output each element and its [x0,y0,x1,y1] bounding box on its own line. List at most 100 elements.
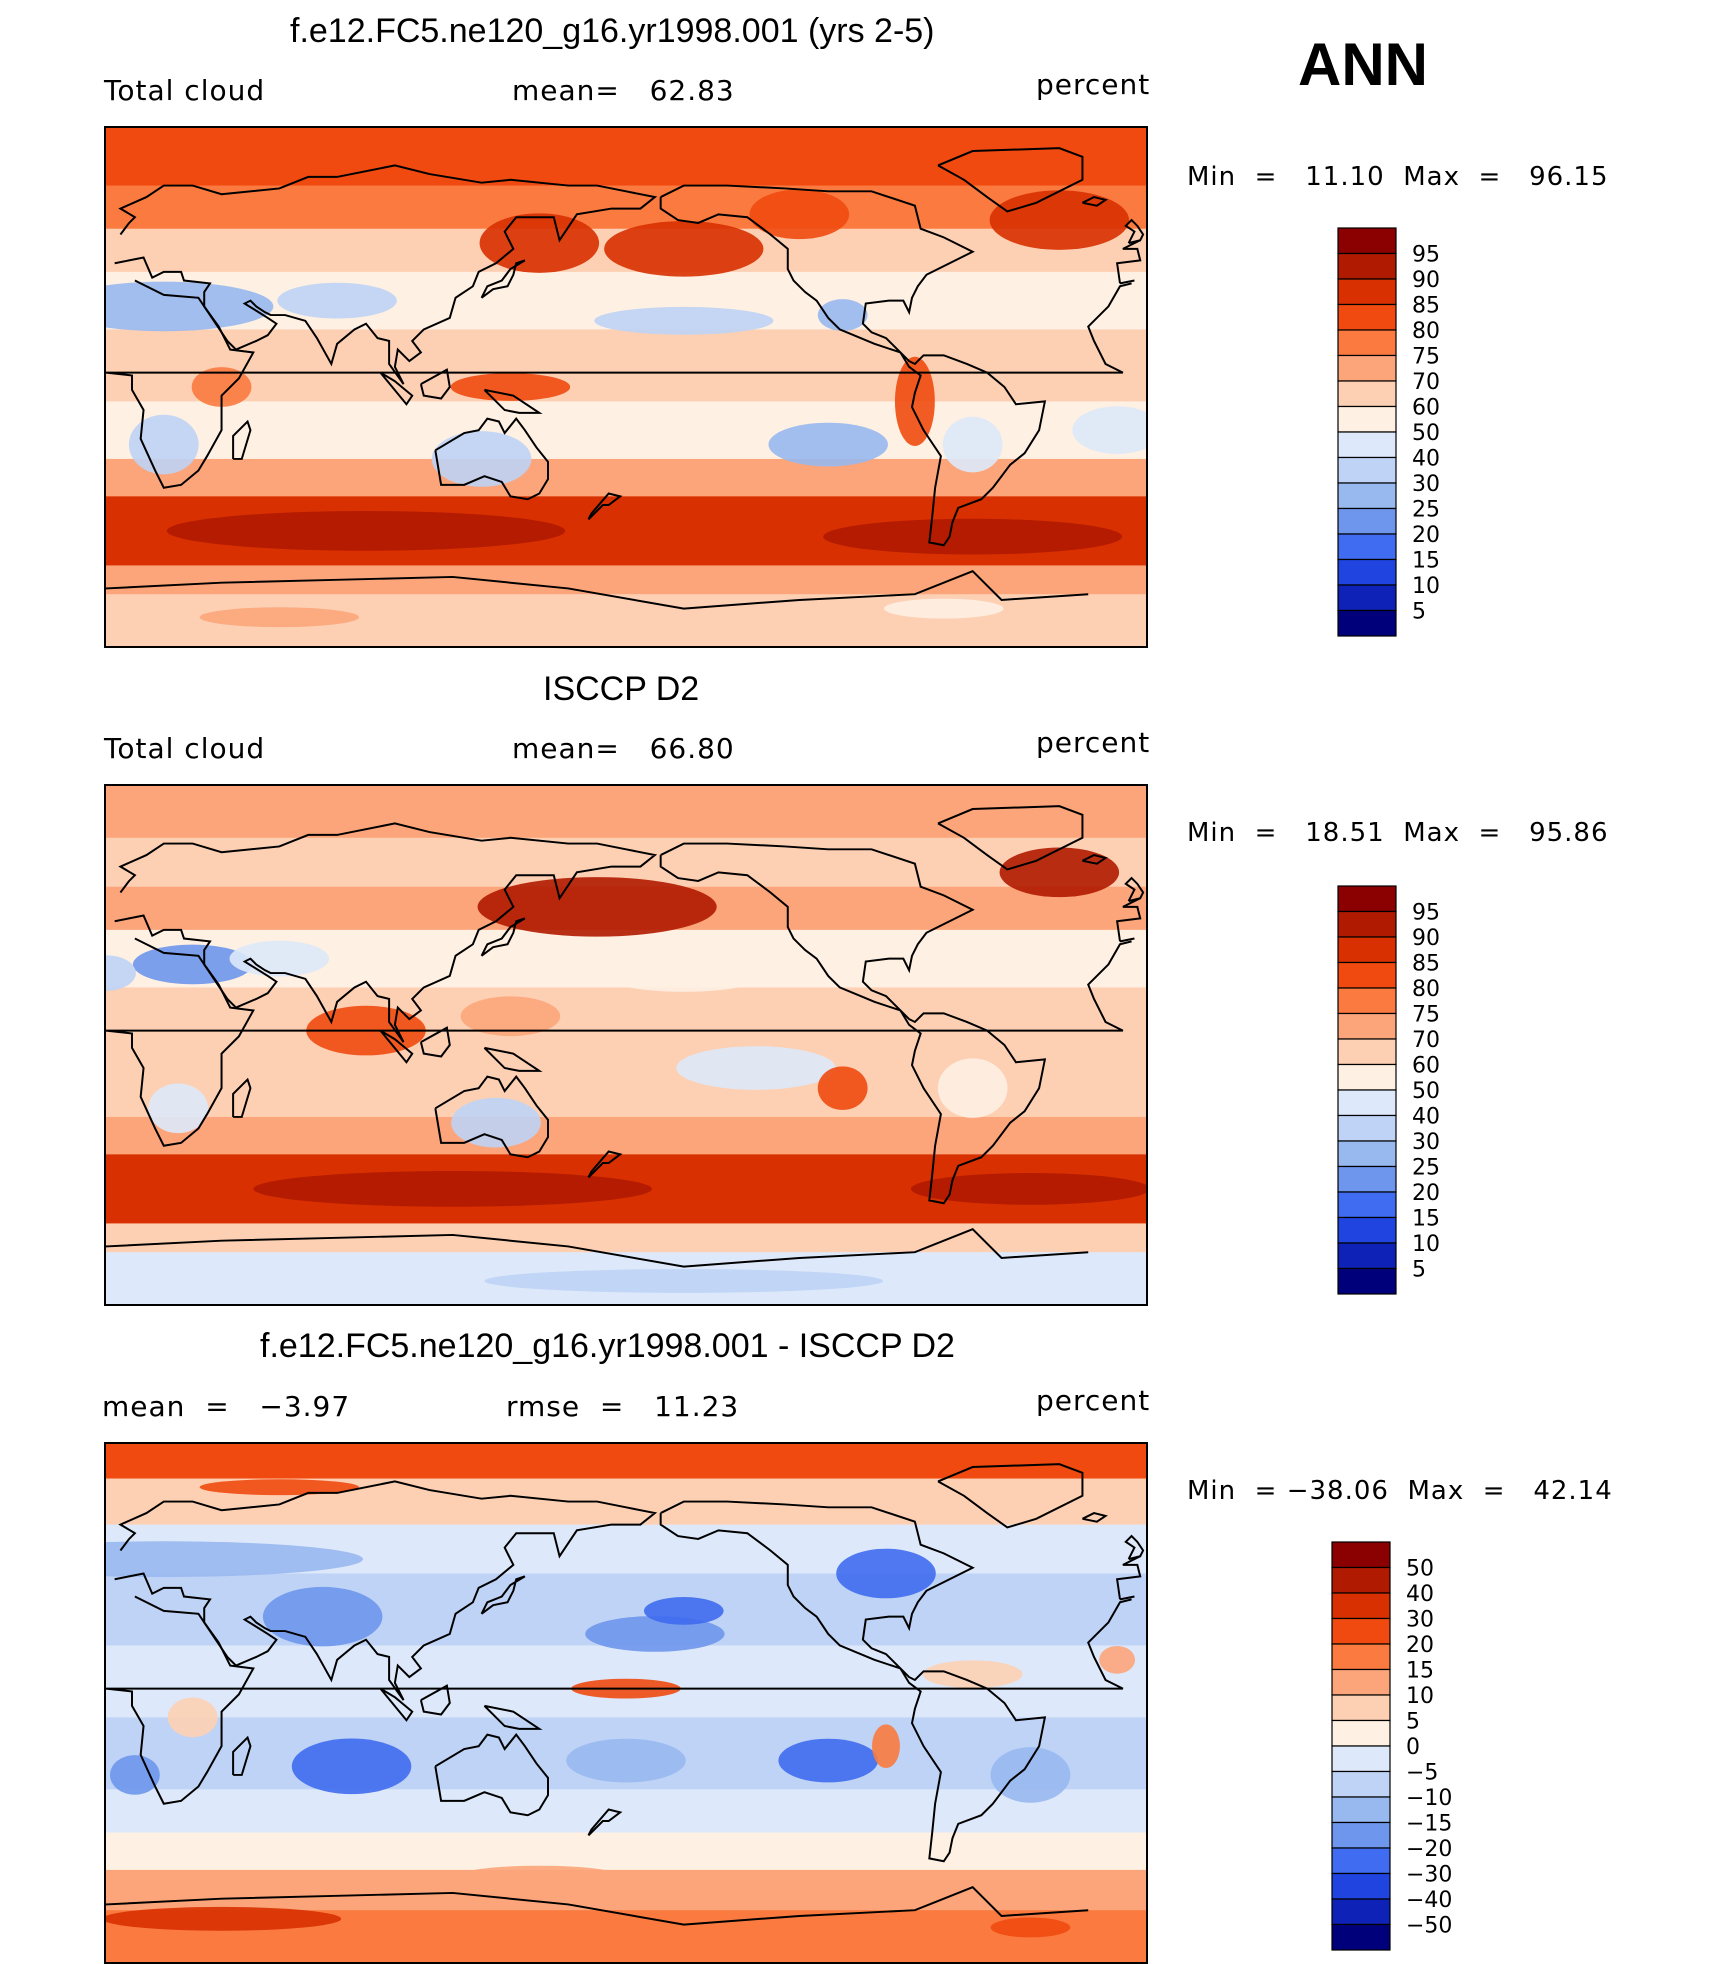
panel-3-colorbar: 50 40 30 20 15 10 5 0 −5 −10 −15 −20 −30 −40 −50 [1331,1541,1452,1961]
colorbar-3-swatch [1331,1796,1391,1824]
colorbar-2-tick-label: 85 [1412,952,1440,977]
colorbar-2-swatch [1337,936,1397,964]
contour-region [166,511,566,551]
colorbar-2-tick-label: 40 [1412,1105,1440,1130]
contour-region [768,422,888,467]
coastline [1124,876,1145,903]
colorbar-3-tick-label: 50 [1406,1557,1434,1582]
colorbar-1-swatch [1337,278,1397,306]
colorbar-3-swatch [1331,1541,1391,1569]
colorbar-2-tick-label: 15 [1412,1207,1440,1232]
coastline [419,368,451,400]
contour-region [990,1747,1071,1803]
colorbar-2-swatch [1337,1267,1397,1295]
colorbar-1-tick-label: 20 [1412,523,1440,548]
panel-3-rmse-label: rmse = 11.23 [506,1390,740,1423]
colorbar-3-swatch [1331,1592,1391,1620]
panel-3-minmax: Min = −38.06 Max = 42.14 [1187,1476,1613,1506]
colorbar-1-tick-label: 15 [1412,549,1440,574]
coastline [434,1733,549,1817]
contour-region [109,1755,160,1795]
latitude-band [106,1444,1146,1480]
panel-3-map [104,1442,1148,1964]
colorbar-1-swatch [1337,405,1397,433]
coastline [232,1077,252,1118]
colorbar-2-tick-label: 25 [1412,1156,1440,1181]
contour-region [817,299,868,331]
coastline [106,1886,1089,1926]
colorbar-3-swatch [1331,1898,1391,1926]
contour-region [106,1541,363,1577]
colorbar-2-swatch [1337,1140,1397,1168]
panel-1-variable-label: Total cloud [104,74,266,107]
colorbar-3-tick-label: 30 [1406,1608,1434,1633]
coastline [480,1575,526,1615]
colorbar-2-swatch [1337,885,1397,913]
coastline [114,822,1142,1043]
contour-region [128,414,199,475]
coastline [587,1150,623,1179]
colorbar-3-swatch [1331,1566,1391,1594]
colorbar-1-swatch [1337,380,1397,408]
coastline [480,917,526,957]
coastline [1081,196,1108,207]
colorbar-3-swatch [1331,1770,1391,1798]
contour-region [894,356,935,447]
coastline [106,570,1089,610]
panel-3-units-label: percent [1036,1384,1151,1417]
colorbar-1-tick-label: 40 [1412,447,1440,472]
coastline [1081,854,1108,865]
coastline [659,1500,1047,1863]
coastline [1081,1512,1108,1523]
contour-region [199,607,360,628]
colorbar-1-tick-label: 75 [1412,345,1440,370]
coastline [937,147,1084,213]
coastline [379,371,414,406]
contour-region [191,367,252,407]
contour-region [1072,406,1146,454]
contour-region [262,1586,383,1647]
coastline [483,1704,543,1730]
colorbar-2-swatch [1337,1063,1397,1091]
colorbar-2-swatch [1337,987,1397,1015]
coastline [1124,1534,1145,1561]
coastline [1124,218,1145,245]
contour-region [676,1046,836,1090]
colorbar-1-tick-label: 70 [1412,370,1440,395]
colorbar-3-swatch [1331,1668,1391,1696]
colorbar-2-swatch [1337,961,1397,989]
colorbar-2-tick-label: 30 [1412,1130,1440,1155]
coastline [114,164,1142,385]
colorbar-1-tick-label: 85 [1412,294,1440,319]
coastline [106,1228,1089,1268]
colorbar-1-tick-label: 10 [1412,574,1440,599]
latitude-band [106,1116,1146,1156]
panel-2-minmax: Min = 18.51 Max = 95.86 [1187,818,1609,848]
coastline [483,1046,543,1072]
colorbar-3-tick-label: 15 [1406,1659,1434,1684]
contour-region [450,373,571,401]
colorbar-1-swatch [1337,354,1397,382]
colorbar-2-tick-label: 20 [1412,1181,1440,1206]
contour-region [604,221,764,277]
panel-2-map [104,784,1148,1306]
colorbar-1-tick-label: 95 [1412,243,1440,268]
colorbar-3-tick-label: 0 [1406,1735,1420,1760]
colorbar-3-swatch [1331,1923,1391,1951]
panel-3-mean-label: mean = −3.97 [102,1390,351,1423]
colorbar-1-swatch [1337,456,1397,484]
contour-region [872,1724,900,1768]
contour-region [566,1738,686,1783]
colorbar-3-tick-label: 10 [1406,1684,1434,1709]
coastline [114,1480,1142,1701]
contour-region [106,1906,342,1931]
contour-region [823,518,1123,555]
colorbar-3-tick-label: 20 [1406,1633,1434,1658]
colorbar-2-tick-label: 10 [1412,1232,1440,1257]
colorbar-2-swatch [1337,1012,1397,1040]
colorbar-2-tick-label: 90 [1412,926,1440,951]
latitude-band [106,565,1146,596]
coastline [419,1026,451,1058]
colorbar-2-swatch [1337,1038,1397,1066]
